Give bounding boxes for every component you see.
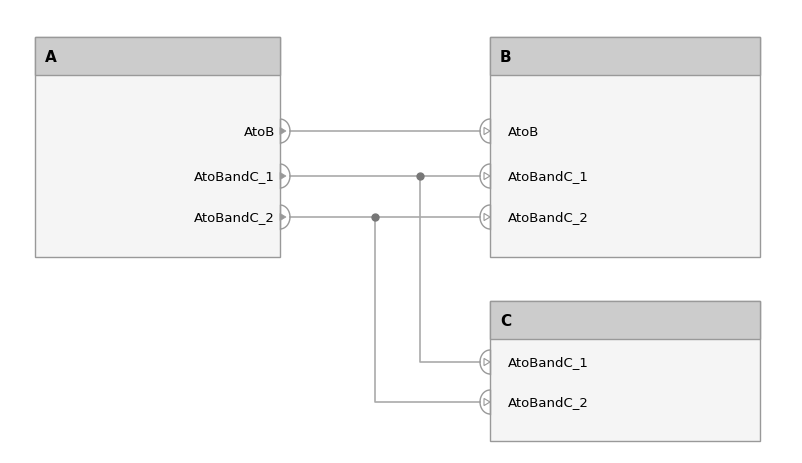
Text: AtoB: AtoB bbox=[244, 125, 275, 138]
Text: AtoBandC_2: AtoBandC_2 bbox=[194, 211, 275, 224]
Text: AtoBandC_2: AtoBandC_2 bbox=[508, 211, 589, 224]
Bar bbox=[35, 38, 280, 76]
Polygon shape bbox=[280, 173, 286, 180]
Text: B: B bbox=[500, 50, 512, 64]
Text: AtoBandC_1: AtoBandC_1 bbox=[194, 170, 275, 183]
Text: AtoBandC_1: AtoBandC_1 bbox=[508, 356, 589, 369]
Bar bbox=[490, 301, 760, 441]
Bar bbox=[490, 38, 760, 257]
Polygon shape bbox=[280, 214, 286, 221]
Text: AtoBandC_2: AtoBandC_2 bbox=[508, 396, 589, 409]
Polygon shape bbox=[280, 128, 286, 135]
Bar bbox=[490, 301, 760, 339]
Text: C: C bbox=[500, 313, 511, 328]
Text: A: A bbox=[45, 50, 57, 64]
Bar bbox=[490, 38, 760, 76]
Text: AtoB: AtoB bbox=[508, 125, 540, 138]
Bar bbox=[35, 38, 280, 257]
Text: AtoBandC_1: AtoBandC_1 bbox=[508, 170, 589, 183]
